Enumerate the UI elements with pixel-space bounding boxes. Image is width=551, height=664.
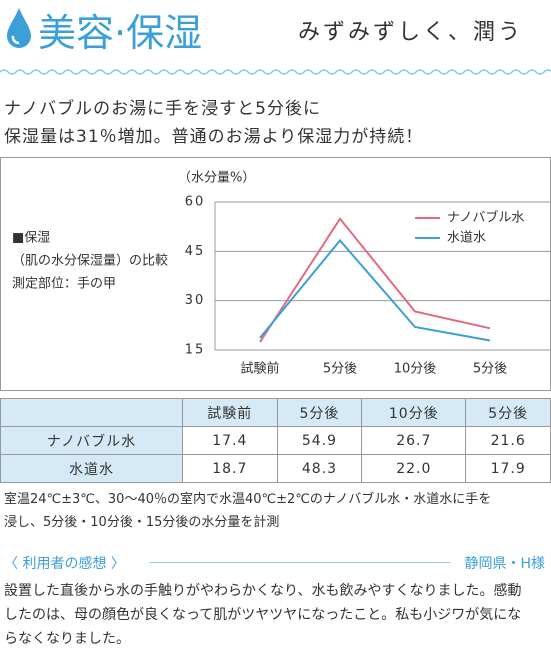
y-tick-label: 60 — [185, 195, 206, 210]
y-tick-label: 30 — [185, 293, 206, 308]
annotation: 測定部位：手の甲 — [12, 277, 116, 292]
table-cell: 48.3 — [276, 454, 363, 483]
chart: ■保湿 （肌の水分保湿量）の比較 測定部位：手の甲 （水分量%） 15 30 45 6… — [0, 157, 551, 391]
review-author: 静岡県・H様 — [464, 556, 545, 572]
table-cell: 水道水 — [0, 454, 183, 483]
table-cell: 21.6 — [465, 426, 551, 455]
review-rule — [150, 562, 450, 563]
note-line: 浸し、5分後・10分後・15分後の水分量を計測 — [4, 515, 280, 530]
intro-line: 保湿量は31％増加。普通のお湯より保湿力が持続！ — [4, 127, 424, 147]
review-line: 設置した直後から水の手触りがやわらかくなり、水も飲みやすくなりました。感動 — [4, 583, 522, 599]
series-line — [259, 217, 491, 343]
table-row: 水道水 18.7 48.3 22.0 17.9 — [0, 454, 551, 483]
review-line: らなくなりました。 — [4, 631, 130, 647]
table-row: 試験前 5分後 10分後 5分後 — [0, 398, 551, 427]
table-cell: 22.0 — [361, 454, 467, 483]
y-tick-label: 45 — [185, 244, 206, 259]
x-tick-label: 5分後 — [473, 362, 507, 377]
y-axis-label: （水分量%） — [178, 171, 255, 186]
intro-line: ナノバブルのお湯に手を浸すと5分後に — [4, 99, 321, 119]
data-table: 試験前 5分後 10分後 5分後 ナノバブル水 17.4 54.9 26.7 21.6 水道水 18… — [0, 398, 551, 483]
table-cell — [0, 398, 183, 427]
table-cell: 試験前 — [181, 398, 278, 427]
series-line — [259, 238, 491, 342]
legend-label: ナノバブル水 — [447, 210, 524, 226]
table-cell: 54.9 — [276, 426, 363, 455]
annotation: ■保湿 — [12, 231, 50, 246]
review-heading: 〈 利用者の感想 〉 — [4, 556, 125, 572]
x-tick-label: 5分後 — [323, 362, 357, 377]
table-cell: 10分後 — [361, 398, 467, 427]
y-tick-label: 15 — [185, 343, 206, 358]
table-cell: 5分後 — [276, 398, 363, 427]
table-row: ナノバブル水 17.4 54.9 26.7 21.6 — [0, 426, 551, 455]
review-line: したのは、母の顔色が良くなって肌がツヤツヤになったこと。私も小ジワが気にな — [4, 607, 522, 623]
drop-icon — [7, 8, 31, 48]
table-cell: 17.4 — [181, 426, 278, 455]
annotation: （肌の水分保湿量）の比較 — [12, 254, 168, 269]
table-cell: 5分後 — [465, 398, 551, 427]
subtitle: みずみずしく、潤う — [298, 20, 524, 45]
legend-label: 水道水 — [447, 231, 486, 246]
x-tick-label: 10分後 — [394, 362, 437, 377]
title: 美容·保湿 — [38, 11, 203, 55]
table-cell: 26.7 — [361, 426, 467, 455]
note-line: 室温24℃±3℃、30～40％の室内で水温40℃±2℃のナノバブル水・水道水に手… — [4, 492, 492, 507]
table-cell: 17.9 — [465, 454, 551, 483]
x-tick-label: 試験前 — [240, 361, 279, 377]
table-cell: 18.7 — [181, 454, 278, 483]
wave-divider — [0, 69, 551, 75]
chart-frame — [0, 157, 551, 391]
table-cell: ナノバブル水 — [0, 426, 183, 455]
